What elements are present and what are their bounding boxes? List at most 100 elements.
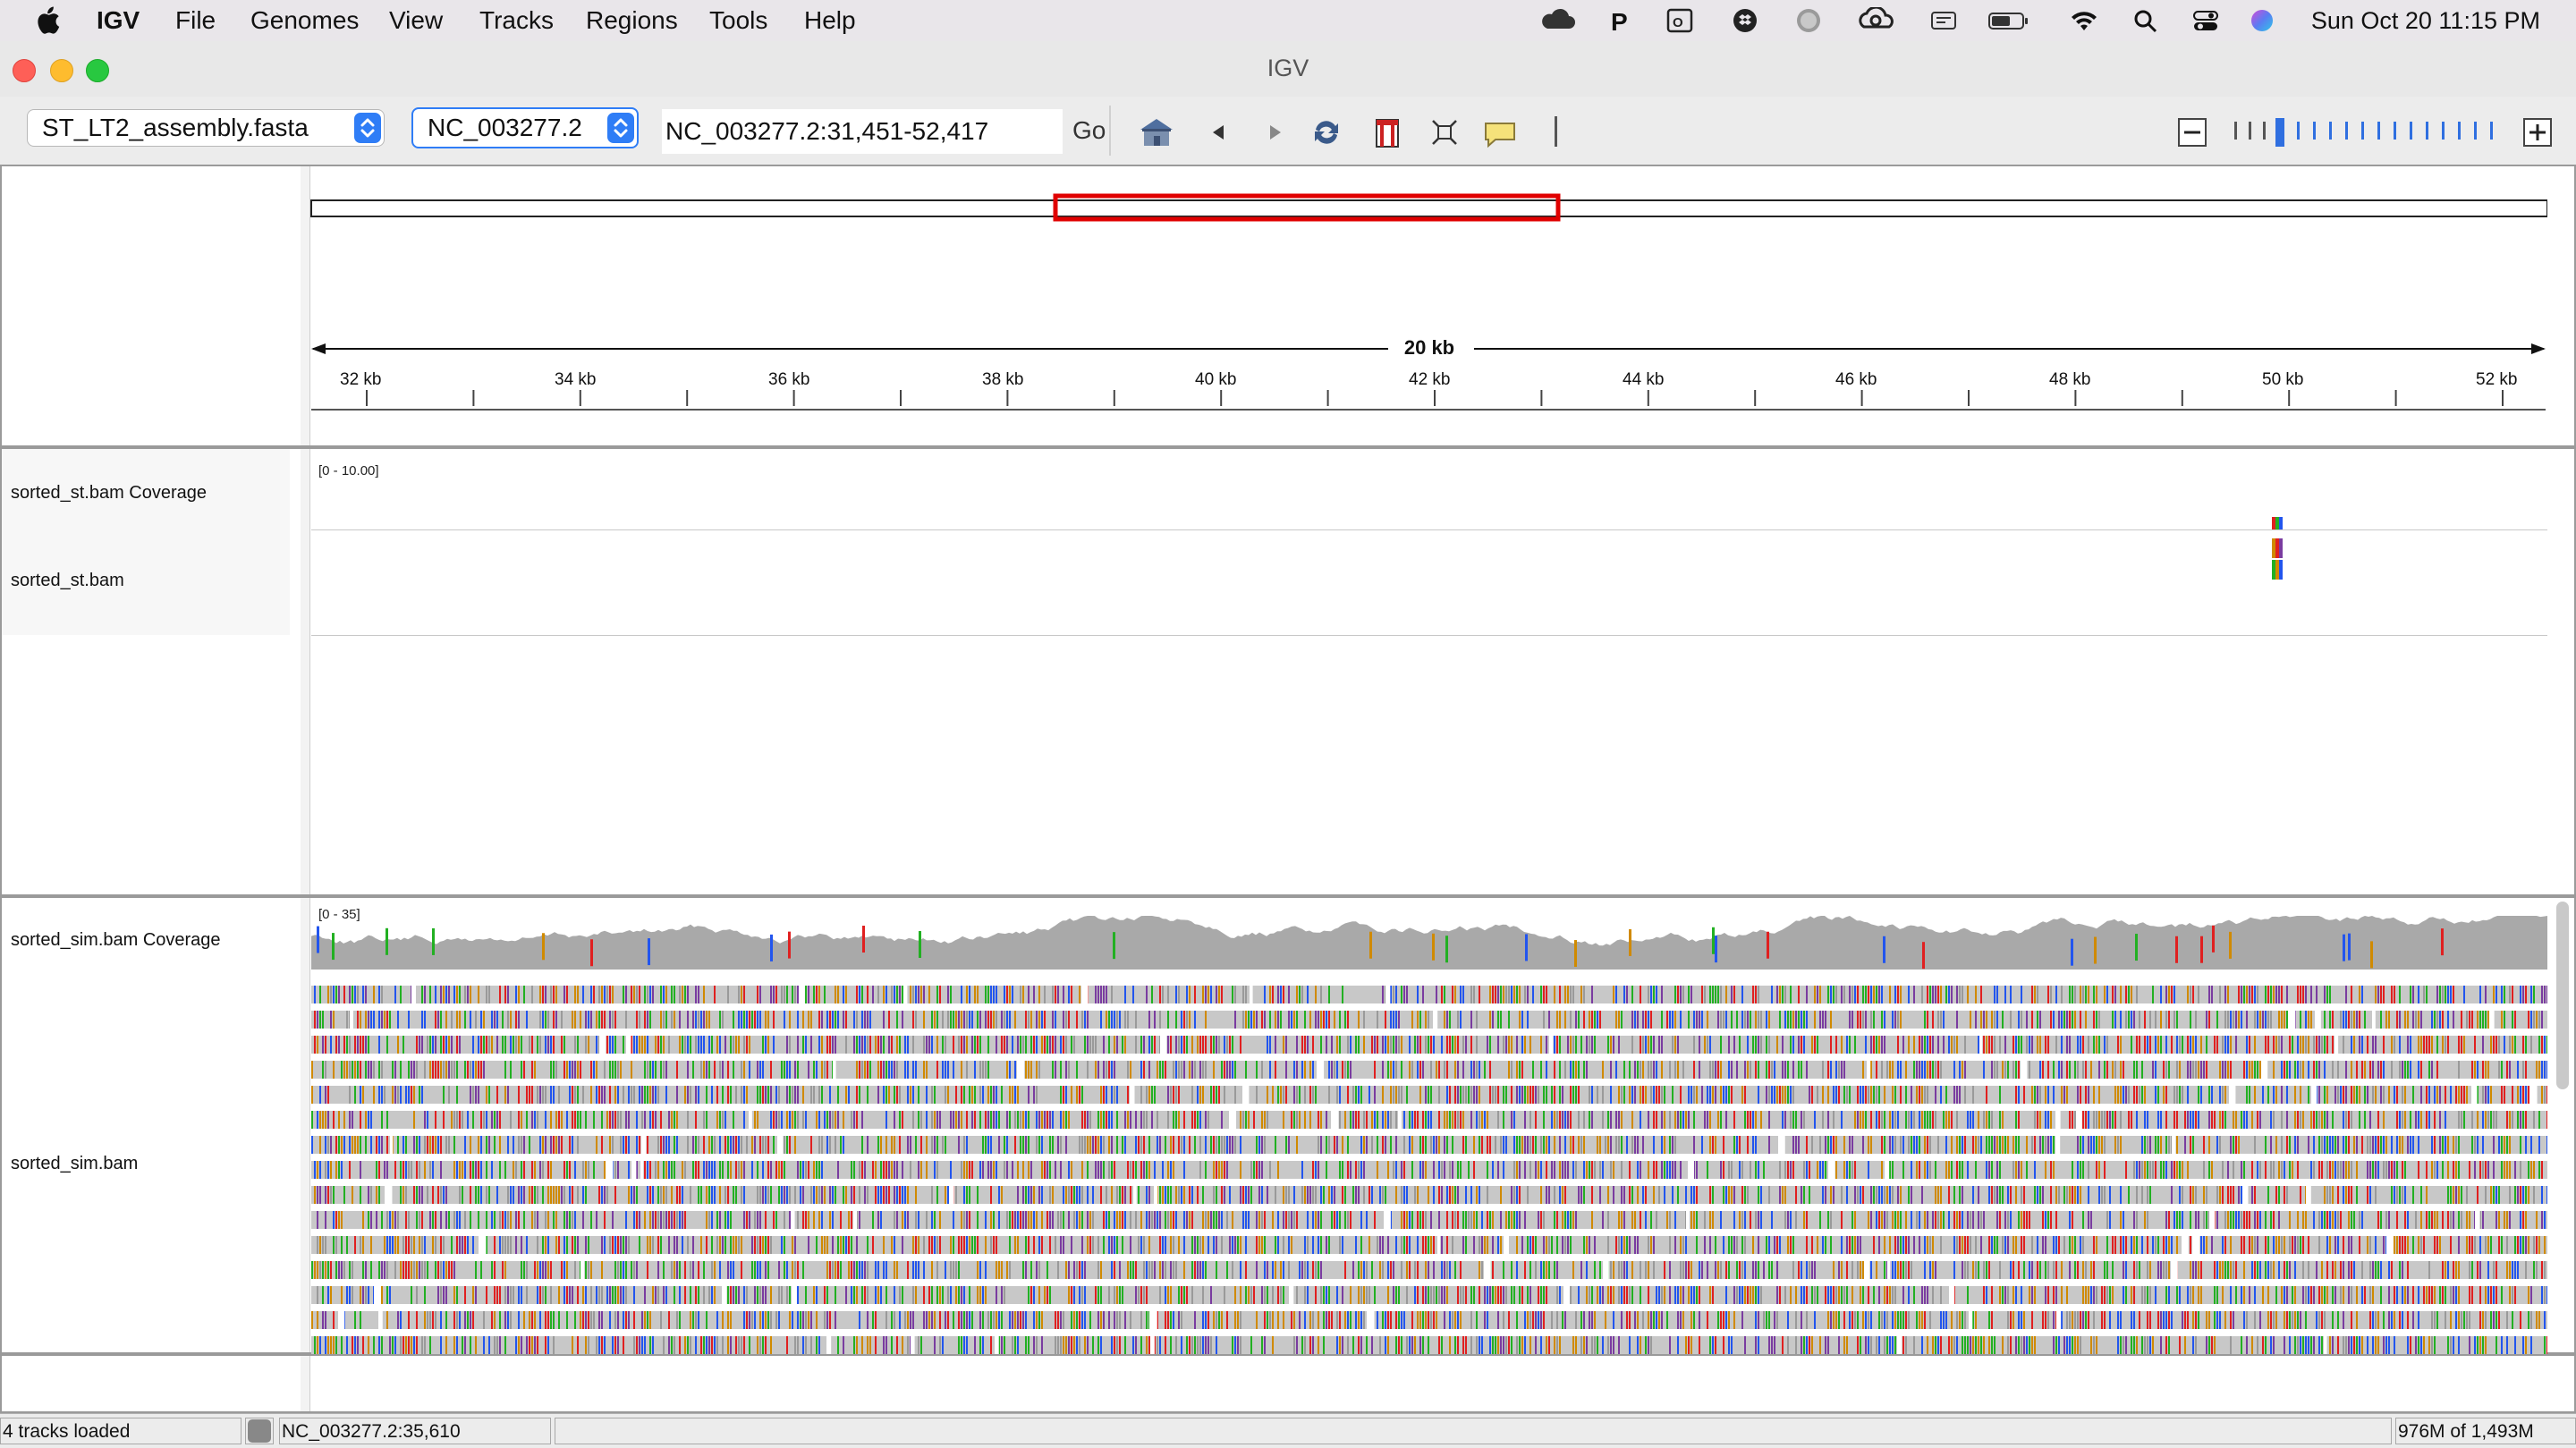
read-mismatch[interactable] (1819, 1011, 1821, 1029)
read-mismatch[interactable] (1723, 1011, 1724, 1029)
read-mismatch[interactable] (2321, 1211, 2323, 1229)
read-mismatch[interactable] (453, 1136, 455, 1154)
read-mismatch[interactable] (2455, 1186, 2457, 1204)
read-mismatch[interactable] (2149, 1136, 2151, 1154)
read-mismatch[interactable] (2053, 1011, 2055, 1029)
read-mismatch[interactable] (1597, 1086, 1598, 1104)
read-mismatch[interactable] (741, 1086, 742, 1104)
read-mismatch[interactable] (2541, 1011, 2543, 1029)
read-mismatch[interactable] (1739, 1136, 1741, 1154)
read-mismatch[interactable] (464, 1211, 466, 1229)
read-mismatch[interactable] (623, 986, 624, 1003)
read-mismatch[interactable] (435, 986, 436, 1003)
read-mismatch[interactable] (738, 1161, 740, 1179)
read-mismatch[interactable] (1191, 1086, 1193, 1104)
read-mismatch[interactable] (504, 1236, 506, 1254)
read-mismatch[interactable] (1103, 1086, 1105, 1104)
read-mismatch[interactable] (1672, 1086, 1674, 1104)
read-mismatch[interactable] (2007, 1061, 2009, 1079)
read-mismatch[interactable] (2144, 1136, 2146, 1154)
read-mismatch[interactable] (757, 1211, 758, 1229)
read-mismatch[interactable] (1656, 1061, 1657, 1079)
read-mismatch[interactable] (1908, 1036, 1910, 1054)
read-mismatch[interactable] (521, 1061, 522, 1079)
read-mismatch[interactable] (886, 986, 887, 1003)
read-mismatch[interactable] (338, 1036, 340, 1054)
read-mismatch[interactable] (1457, 1086, 1459, 1104)
read-mismatch[interactable] (1964, 1086, 1966, 1104)
coverage-mismatch[interactable] (2348, 934, 2351, 961)
read-mismatch[interactable] (2098, 1036, 2100, 1054)
read-mismatch[interactable] (1642, 1061, 1644, 1079)
read-mismatch[interactable] (990, 1086, 992, 1104)
read-mismatch[interactable] (821, 1186, 823, 1204)
read-mismatch[interactable] (706, 1161, 708, 1179)
read-mismatch[interactable] (394, 1061, 396, 1079)
read-mismatch[interactable] (1878, 1211, 1880, 1229)
read-mismatch[interactable] (1690, 1086, 1692, 1104)
read-mismatch[interactable] (714, 1186, 716, 1204)
read-mismatch[interactable] (698, 1011, 699, 1029)
read-mismatch[interactable] (969, 1011, 970, 1029)
read-mismatch[interactable] (1916, 1061, 1918, 1079)
read-mismatch[interactable] (1293, 1111, 1295, 1129)
read-mismatch[interactable] (2431, 1211, 2433, 1229)
read-mismatch[interactable] (1326, 1161, 1327, 1179)
read-mismatch[interactable] (494, 1236, 496, 1254)
read-mismatch[interactable] (1956, 1011, 1958, 1029)
read-mismatch[interactable] (521, 1136, 522, 1154)
read-mismatch[interactable] (835, 1011, 836, 1029)
read-mismatch[interactable] (1787, 1161, 1789, 1179)
read-mismatch[interactable] (971, 1111, 973, 1129)
read-mismatch[interactable] (1929, 1036, 1931, 1054)
read-mismatch[interactable] (1580, 1136, 1582, 1154)
forward-icon[interactable] (1256, 114, 1293, 150)
read-mismatch[interactable] (1771, 1211, 1773, 1229)
read-mismatch[interactable] (1591, 986, 1593, 1003)
read-mismatch[interactable] (1648, 986, 1649, 1003)
read-mismatch[interactable] (2509, 986, 2511, 1003)
read-mismatch[interactable] (821, 1236, 823, 1254)
read-mismatch[interactable] (942, 1036, 944, 1054)
read-mismatch[interactable] (1870, 1086, 1872, 1104)
read-mismatch[interactable] (2109, 1186, 2111, 1204)
read-mismatch[interactable] (1438, 1186, 1440, 1204)
read-mismatch[interactable] (1143, 1111, 1145, 1129)
read-mismatch[interactable] (2120, 1186, 2122, 1204)
read-mismatch[interactable] (1645, 1086, 1647, 1104)
read-mismatch[interactable] (1350, 1111, 1352, 1129)
read-mismatch[interactable] (1100, 1186, 1102, 1204)
read-mismatch[interactable] (1199, 1036, 1201, 1054)
read-mismatch[interactable] (1822, 1186, 1824, 1204)
read-mismatch[interactable] (486, 1136, 487, 1154)
read-mismatch[interactable] (1554, 1111, 1555, 1129)
read-mismatch[interactable] (1825, 1161, 1826, 1179)
read-mismatch[interactable] (1932, 1111, 1934, 1129)
read-mismatch[interactable] (2069, 1036, 2071, 1054)
read-mismatch[interactable] (2222, 1036, 2224, 1054)
read-mismatch[interactable] (2415, 1111, 2417, 1129)
read-mismatch[interactable] (1916, 1136, 1918, 1154)
read-mismatch[interactable] (2461, 1011, 2462, 1029)
read-mismatch[interactable] (373, 986, 375, 1003)
read-mismatch[interactable] (1607, 1111, 1609, 1129)
read-mismatch[interactable] (2096, 1011, 2097, 1029)
read-mismatch[interactable] (429, 1161, 431, 1179)
read-mismatch[interactable] (966, 1011, 968, 1029)
read-mismatch[interactable] (998, 1136, 1000, 1154)
read-mismatch[interactable] (381, 1111, 383, 1129)
read-mismatch[interactable] (741, 1236, 742, 1254)
read-mismatch[interactable] (663, 1036, 665, 1054)
read-mismatch[interactable] (1852, 986, 1853, 1003)
read-mismatch[interactable] (754, 1136, 756, 1154)
read-mismatch[interactable] (2466, 1211, 2468, 1229)
read-mismatch[interactable] (1924, 1161, 1926, 1179)
read-mismatch[interactable] (577, 986, 579, 1003)
read-mismatch[interactable] (1731, 1161, 1733, 1179)
read-mismatch[interactable] (2356, 1086, 2358, 1104)
read-mismatch[interactable] (2493, 1136, 2495, 1154)
read-mismatch[interactable] (628, 1186, 630, 1204)
read-mismatch[interactable] (1154, 1211, 1156, 1229)
read-mismatch[interactable] (1336, 1136, 1338, 1154)
read-mismatch[interactable] (1146, 1161, 1148, 1179)
